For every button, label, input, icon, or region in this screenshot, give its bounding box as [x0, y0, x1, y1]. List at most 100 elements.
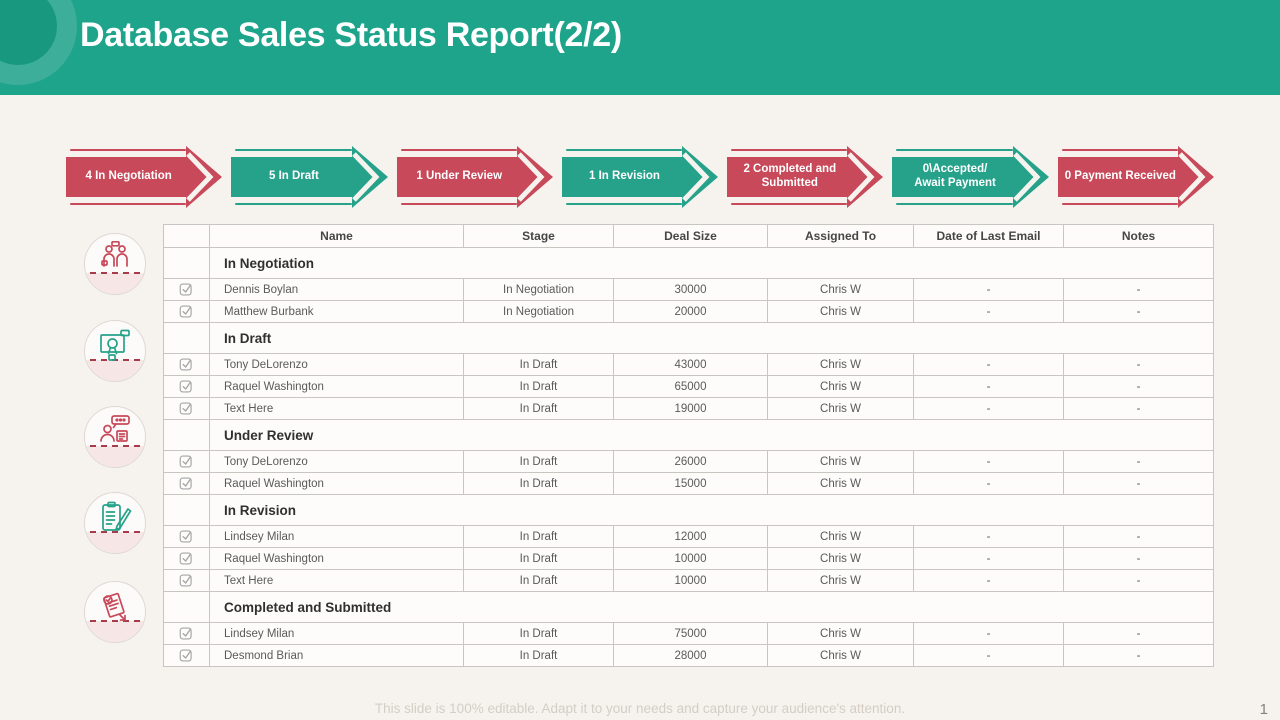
stage-cell: In Draft [463, 472, 614, 495]
table-row: Text Here In Draft 19000 Chris W - - [163, 397, 1214, 420]
page-title: Database Sales Status Report(2/2) [80, 16, 622, 54]
notes-cell: - [1063, 622, 1214, 645]
name-cell: Raquel Washington [209, 375, 464, 398]
notes-cell: - [1063, 450, 1214, 473]
deal-size-cell: 65000 [613, 375, 768, 398]
deal-size-cell: 43000 [613, 353, 768, 376]
column-header-name: Name [209, 224, 464, 248]
section-title: In Negotiation [209, 247, 1214, 279]
checkbox-checked-icon[interactable] [179, 476, 194, 491]
checkbox-checked-icon[interactable] [179, 551, 194, 566]
stage-cell: In Draft [463, 375, 614, 398]
assigned-to-cell: Chris W [767, 450, 914, 473]
section-row-in-revision: In Revision [163, 494, 1214, 526]
stage-accent-line [400, 149, 517, 151]
deal-size-cell: 75000 [613, 622, 768, 645]
stage-label: 1 In Revision [589, 170, 660, 183]
footer-note: This slide is 100% editable. Adapt it to… [374, 701, 906, 716]
notes-cell: - [1063, 278, 1214, 301]
name-cell: Dennis Boylan [209, 278, 464, 301]
stage-accent-line [565, 203, 683, 205]
checkbox-checked-icon[interactable] [179, 529, 194, 544]
stage-label: 2 Completed and Submitted [743, 163, 837, 189]
notes-cell: - [1063, 525, 1214, 548]
arrow-head-icon [351, 146, 388, 208]
deal-size-cell: 20000 [613, 300, 768, 323]
stage-label: 4 In Negotiation [85, 170, 172, 183]
stage-label: 5 In Draft [269, 170, 319, 183]
checkbox-checked-icon[interactable] [179, 357, 194, 372]
page-number: 1 [1259, 701, 1268, 718]
checkbox-checked-icon[interactable] [179, 401, 194, 416]
arrow-head-icon [682, 146, 719, 208]
deal-size-cell: 30000 [613, 278, 768, 301]
checkbox-checked-icon[interactable] [179, 379, 194, 394]
notes-cell: - [1063, 397, 1214, 420]
column-header-date-of-last-email: Date of Last Email [913, 224, 1064, 248]
deal-size-cell: 26000 [613, 450, 768, 473]
stage-accent-line [731, 149, 848, 151]
name-cell: Tony DeLorenzo [209, 450, 464, 473]
stage-cell: In Draft [463, 569, 614, 592]
table-row: Text Here In Draft 10000 Chris W - - [163, 569, 1214, 592]
last-email-cell: - [913, 353, 1064, 376]
name-cell: Raquel Washington [209, 472, 464, 495]
section-row-under-review: Under Review [163, 419, 1214, 451]
deal-size-cell: 28000 [613, 644, 768, 667]
stage-accent-line [1061, 149, 1178, 151]
stage-cell: In Draft [463, 547, 614, 570]
stage-in-revision: 1 In Revision [561, 146, 719, 208]
blueprint-gear-icon [84, 320, 146, 382]
person-document-chat-icon [84, 406, 146, 468]
last-email-cell: - [913, 375, 1064, 398]
stage-cell: In Draft [463, 450, 614, 473]
section-title: In Revision [209, 494, 1214, 526]
arrow-head-icon [1177, 146, 1214, 208]
deal-size-cell: 12000 [613, 525, 768, 548]
notes-cell: - [1063, 472, 1214, 495]
stage-cell: In Negotiation [463, 278, 614, 301]
assigned-to-cell: Chris W [767, 622, 914, 645]
column-header-stage: Stage [463, 224, 614, 248]
arrow-head-icon [847, 146, 884, 208]
section-title: Under Review [209, 419, 1214, 451]
stage-cell: In Draft [463, 397, 614, 420]
checkbox-checked-icon[interactable] [179, 282, 194, 297]
last-email-cell: - [913, 569, 1064, 592]
section-title: In Draft [209, 322, 1214, 354]
checkbox-checked-icon[interactable] [179, 648, 194, 663]
checkbox-checked-icon[interactable] [179, 454, 194, 469]
table-row: Matthew Burbank In Negotiation 20000 Chr… [163, 300, 1214, 323]
notes-cell: - [1063, 644, 1214, 667]
section-row-in-draft: In Draft [163, 322, 1214, 354]
notes-cell: - [1063, 547, 1214, 570]
notes-cell: - [1063, 375, 1214, 398]
table-row: Tony DeLorenzo In Draft 26000 Chris W - … [163, 450, 1214, 473]
assigned-to-cell: Chris W [767, 375, 914, 398]
section-row-in-negotiation: In Negotiation [163, 247, 1214, 279]
name-cell: Tony DeLorenzo [209, 353, 464, 376]
table-row: Lindsey Milan In Draft 75000 Chris W - - [163, 622, 1214, 645]
section-row-completed-and-submitted: Completed and Submitted [163, 591, 1214, 623]
deal-size-cell: 19000 [613, 397, 768, 420]
stage-completed-and-submitted: 2 Completed and Submitted [727, 146, 884, 208]
assigned-to-cell: Chris W [767, 525, 914, 548]
deal-size-cell: 15000 [613, 472, 768, 495]
stage-accepted-await-payment: 0\Accepted/ Await Payment [892, 146, 1049, 208]
checkbox-checked-icon[interactable] [179, 304, 194, 319]
stage-under-review: 1 Under Review [396, 146, 553, 208]
table-row: Raquel Washington In Draft 10000 Chris W… [163, 547, 1214, 570]
checkbox-checked-icon[interactable] [179, 573, 194, 588]
table-row: Raquel Washington In Draft 65000 Chris W… [163, 375, 1214, 398]
stage-accent-line [731, 203, 848, 205]
stage-cell: In Draft [463, 525, 614, 548]
table-row: Desmond Brian In Draft 28000 Chris W - - [163, 644, 1214, 667]
stage-label: 1 Under Review [416, 170, 503, 183]
notes-cell: - [1063, 353, 1214, 376]
last-email-cell: - [913, 622, 1064, 645]
sales-status-table: Name Stage Deal Size Assigned To Date of… [163, 224, 1214, 667]
name-cell: Desmond Brian [209, 644, 464, 667]
pipeline-stage-arrows: 4 In Negotiation 5 In Draft 1 Under Revi… [66, 146, 1214, 208]
checkbox-checked-icon[interactable] [179, 626, 194, 641]
